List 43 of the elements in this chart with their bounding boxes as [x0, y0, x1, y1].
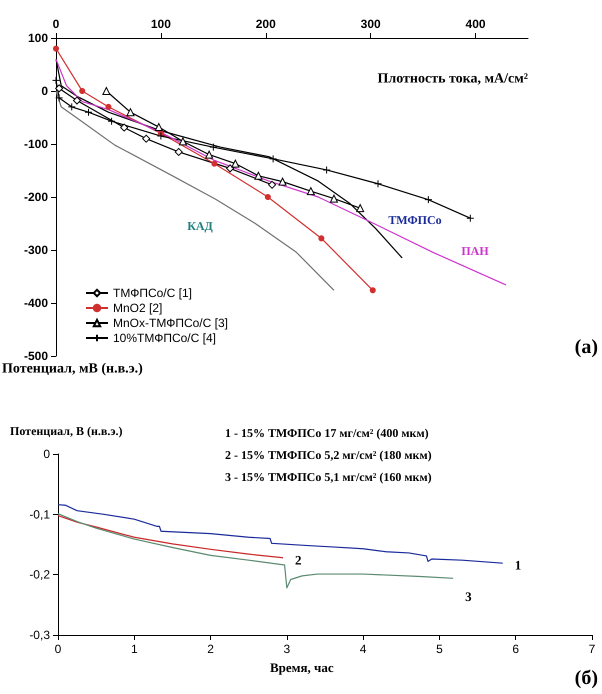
series-label: 1 [514, 558, 522, 573]
x-tick-label: 1 [130, 642, 138, 656]
text: (а) [574, 336, 598, 358]
x-tick-label: 5 [436, 642, 444, 656]
x-tick-label: 200 [256, 17, 276, 31]
annotation: ТМФПСо [388, 213, 442, 227]
x-tick-label: 4 [360, 642, 367, 656]
legend-label: 10%ТМФПСо/С [4] [113, 331, 216, 345]
legend-label: MnOx-ТМФПСо/С [3] [113, 316, 228, 330]
x-tick-label: 400 [466, 17, 486, 31]
annotation: КАД [187, 219, 214, 233]
text: 1 - 15% ТМФПСо 17 мг/см² (400 мкм) [225, 426, 429, 440]
y-tick-label: -0,2 [29, 568, 50, 582]
x-tick-label: 7 [588, 642, 596, 656]
y-axis-title: Потенциал, мВ (н.в.э.) [2, 362, 144, 376]
y-tick-label: -500 [24, 349, 48, 363]
y-tick-label: 100 [28, 31, 48, 45]
y-tick-label: 0 [43, 447, 50, 461]
annotation: 2 - 15% ТМФПСо 5,2 мг/см² (180 мкм) [225, 448, 432, 462]
y-tick-label: -200 [24, 190, 48, 204]
y-tick-label: -400 [24, 296, 48, 310]
series-label: 3 [465, 588, 472, 604]
legend-label: MnO2 [2] [113, 301, 162, 315]
x-tick-label: 6 [512, 642, 520, 656]
x-tick-label: 3 [284, 642, 291, 656]
x-axis-title: Время, час [270, 660, 334, 675]
x-tick-label: 300 [360, 17, 381, 31]
series-label: 2 [295, 552, 302, 568]
y-tick-label: -0,3 [29, 628, 50, 642]
x-tick-label: 100 [150, 17, 172, 31]
x-axis-title: Плотность тока, мА/см² [377, 72, 528, 86]
y-tick-label: -100 [24, 137, 48, 151]
y-tick-label: -0,1 [29, 507, 50, 522]
y-tick-label: -300 [24, 243, 48, 257]
legend-label: ТМФПСо/С [1] [113, 286, 192, 300]
y-axis-title: Потенциал, В (н.в.э.) [10, 424, 123, 438]
y-tick-label: 0 [41, 84, 48, 98]
text: (б) [574, 667, 598, 689]
x-tick-label: 2 [207, 642, 214, 656]
x-tick-label: 0 [54, 642, 62, 656]
annotation: 3 - 15% ТМФПСо 5,1 мг/см² (160 мкм) [225, 470, 432, 484]
annotation: ПАН [461, 244, 490, 258]
x-tick-label: 0 [52, 17, 60, 31]
